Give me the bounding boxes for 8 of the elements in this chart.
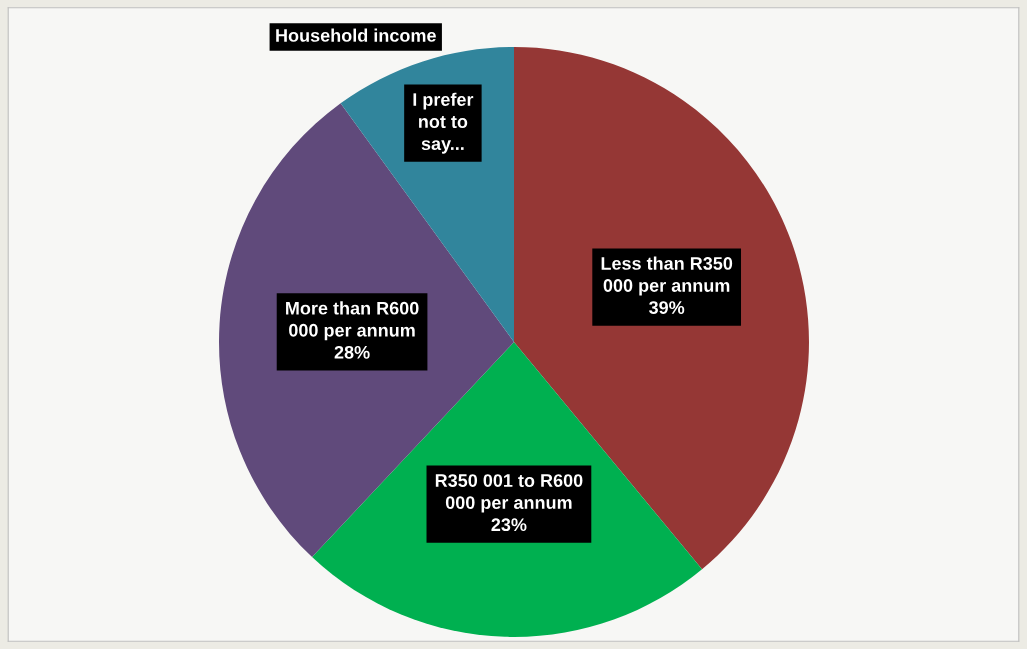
slice-label: Less than R350 000 per annum <box>601 256 733 296</box>
chart-title: Household income <box>276 28 436 42</box>
slice-label: I prefer not to say... <box>413 92 474 154</box>
data-label: 23% <box>491 518 527 532</box>
slice-label: More than R600 000 per annum <box>286 301 419 341</box>
data-label: 39% <box>649 301 685 314</box>
data-label: 28% <box>334 345 370 359</box>
slice-label: R350 001 to R600 000 per annum <box>435 474 583 513</box>
